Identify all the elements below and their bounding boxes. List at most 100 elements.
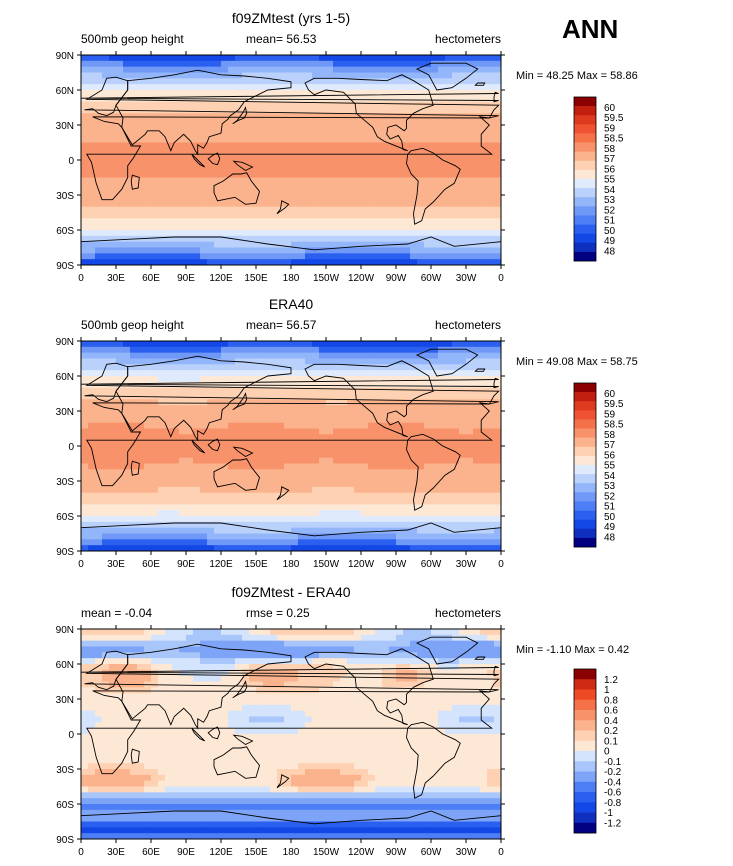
field-cell	[242, 130, 250, 138]
field-cell	[207, 422, 215, 430]
field-cell	[354, 84, 362, 91]
field-cell	[347, 510, 355, 517]
field-cell	[473, 95, 481, 103]
field-cell	[459, 125, 467, 132]
field-cell	[298, 475, 306, 482]
field-cell	[186, 218, 194, 225]
field-cell	[116, 195, 124, 202]
field-cell	[193, 428, 201, 435]
field-cell	[165, 376, 173, 383]
field-cell	[368, 469, 376, 476]
coastline	[474, 368, 486, 372]
field-cell	[95, 486, 103, 494]
field-cell	[403, 652, 411, 659]
field-cell	[417, 634, 425, 642]
field-cell	[326, 230, 334, 237]
field-cell	[396, 101, 404, 109]
field-cell	[417, 521, 425, 529]
field-cell	[277, 165, 285, 173]
field-cell	[137, 416, 145, 424]
field-cell	[277, 259, 285, 265]
field-cell	[438, 72, 446, 79]
field-cell	[445, 481, 453, 488]
field-cell	[326, 212, 334, 219]
field-cell	[396, 136, 404, 144]
field-cell	[347, 521, 355, 529]
field-cell	[403, 387, 411, 395]
field-cell	[144, 95, 152, 103]
panel-left-label: 500mb geop height	[81, 318, 184, 332]
field-cell	[494, 165, 501, 173]
field-cell	[403, 486, 411, 494]
field-cell	[417, 381, 425, 389]
field-cell	[109, 195, 117, 202]
field-cell	[389, 165, 397, 173]
field-cell	[417, 652, 425, 659]
field-cell	[186, 230, 194, 237]
field-cell	[249, 346, 257, 354]
field-cell	[410, 55, 418, 62]
field-cell	[368, 224, 376, 231]
field-cell	[228, 486, 236, 494]
field-cell	[354, 411, 362, 418]
field-cell	[172, 78, 180, 85]
field-cell	[382, 78, 390, 85]
field-cell	[466, 55, 474, 62]
field-cell	[417, 55, 425, 62]
field-cell	[459, 510, 467, 517]
field-cell	[354, 440, 362, 447]
field-cell	[375, 78, 383, 85]
field-cell	[249, 652, 257, 659]
field-cell	[81, 160, 89, 167]
field-cell	[466, 189, 474, 196]
field-cell	[102, 341, 110, 348]
field-cell	[200, 498, 208, 505]
field-cell	[214, 189, 222, 196]
field-cell	[221, 545, 229, 551]
field-cell	[340, 539, 348, 546]
field-cell	[235, 148, 243, 155]
field-cell	[284, 521, 292, 529]
field-cell	[487, 160, 495, 167]
field-cell	[361, 218, 369, 225]
field-cell	[452, 66, 460, 74]
field-cell	[347, 358, 355, 365]
field-cell	[431, 498, 439, 505]
field-cell	[445, 416, 453, 424]
field-cell	[473, 119, 481, 126]
field-cell	[123, 72, 131, 79]
field-cell	[116, 224, 124, 231]
field-cell	[347, 539, 355, 546]
field-cell	[305, 90, 313, 97]
field-cell	[123, 428, 131, 435]
field-cell	[396, 492, 404, 500]
field-cell	[270, 498, 278, 505]
field-cell	[291, 451, 299, 459]
field-cell	[312, 136, 320, 144]
field-cell	[424, 640, 432, 648]
field-cell	[312, 527, 320, 535]
field-cell	[368, 498, 376, 505]
field-cell	[186, 212, 194, 219]
field-cell	[151, 358, 159, 365]
field-cell	[298, 253, 306, 260]
field-cell	[165, 195, 173, 202]
field-cell	[452, 664, 460, 671]
field-cell	[144, 434, 152, 441]
field-cell	[144, 177, 152, 184]
field-cell	[487, 486, 495, 494]
field-cell	[102, 212, 110, 219]
field-cell	[382, 358, 390, 365]
field-cell	[382, 160, 390, 167]
field-cell	[242, 533, 250, 540]
field-cell	[207, 72, 215, 79]
field-cell	[424, 481, 432, 488]
field-cell	[95, 481, 103, 488]
field-cell	[452, 629, 460, 636]
field-cell	[403, 259, 411, 265]
colorbar-label: 58	[604, 144, 616, 155]
field-cell	[284, 658, 292, 665]
field-cell	[179, 55, 187, 62]
field-cell	[158, 160, 166, 167]
field-cell	[340, 119, 348, 126]
